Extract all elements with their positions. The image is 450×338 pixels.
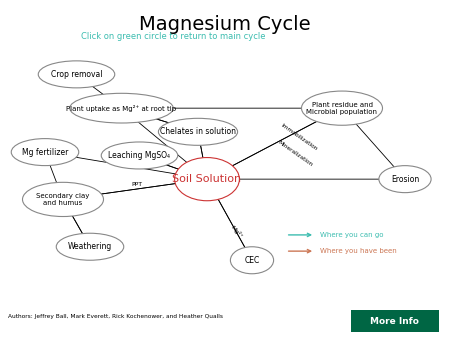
Text: Secondary clay
and humus: Secondary clay and humus (36, 193, 90, 206)
Text: Erosion: Erosion (391, 175, 419, 184)
Text: Where you have been: Where you have been (320, 248, 396, 254)
Ellipse shape (38, 61, 115, 88)
Text: Mg²⁺: Mg²⁺ (229, 224, 243, 239)
Text: Mg fertilizer: Mg fertilizer (22, 148, 68, 156)
Ellipse shape (11, 139, 79, 166)
Text: Authors: Jeffrey Ball, Mark Everett, Rick Kochenower, and Heather Qualls: Authors: Jeffrey Ball, Mark Everett, Ric… (8, 314, 223, 319)
Text: Mineralization: Mineralization (276, 140, 313, 168)
Ellipse shape (379, 166, 431, 193)
Text: Weathering: Weathering (68, 242, 112, 251)
Text: Leaching MgSO₄: Leaching MgSO₄ (108, 151, 171, 160)
Text: Click on green circle to return to main cycle: Click on green circle to return to main … (81, 32, 266, 41)
Text: Chelates in solution: Chelates in solution (160, 127, 236, 136)
Text: More Info: More Info (370, 317, 419, 325)
Text: Plant uptake as Mg²⁺ at root tip: Plant uptake as Mg²⁺ at root tip (67, 105, 176, 112)
Text: CEC: CEC (244, 256, 260, 265)
Ellipse shape (70, 93, 173, 123)
Text: PPT: PPT (132, 182, 143, 187)
Text: Crop removal: Crop removal (51, 70, 102, 79)
Text: Where you can go: Where you can go (320, 232, 383, 238)
Text: Immobilization: Immobilization (280, 122, 319, 151)
Ellipse shape (101, 142, 178, 169)
FancyBboxPatch shape (351, 310, 439, 332)
Text: Soil Solution: Soil Solution (172, 174, 242, 184)
Ellipse shape (175, 158, 239, 201)
Text: Magnesium Cycle: Magnesium Cycle (139, 15, 311, 34)
Ellipse shape (158, 118, 238, 145)
Ellipse shape (22, 182, 104, 217)
Ellipse shape (56, 233, 124, 260)
Ellipse shape (302, 91, 382, 125)
Text: Plant residue and
Microbial population: Plant residue and Microbial population (306, 102, 378, 115)
Ellipse shape (230, 247, 274, 274)
